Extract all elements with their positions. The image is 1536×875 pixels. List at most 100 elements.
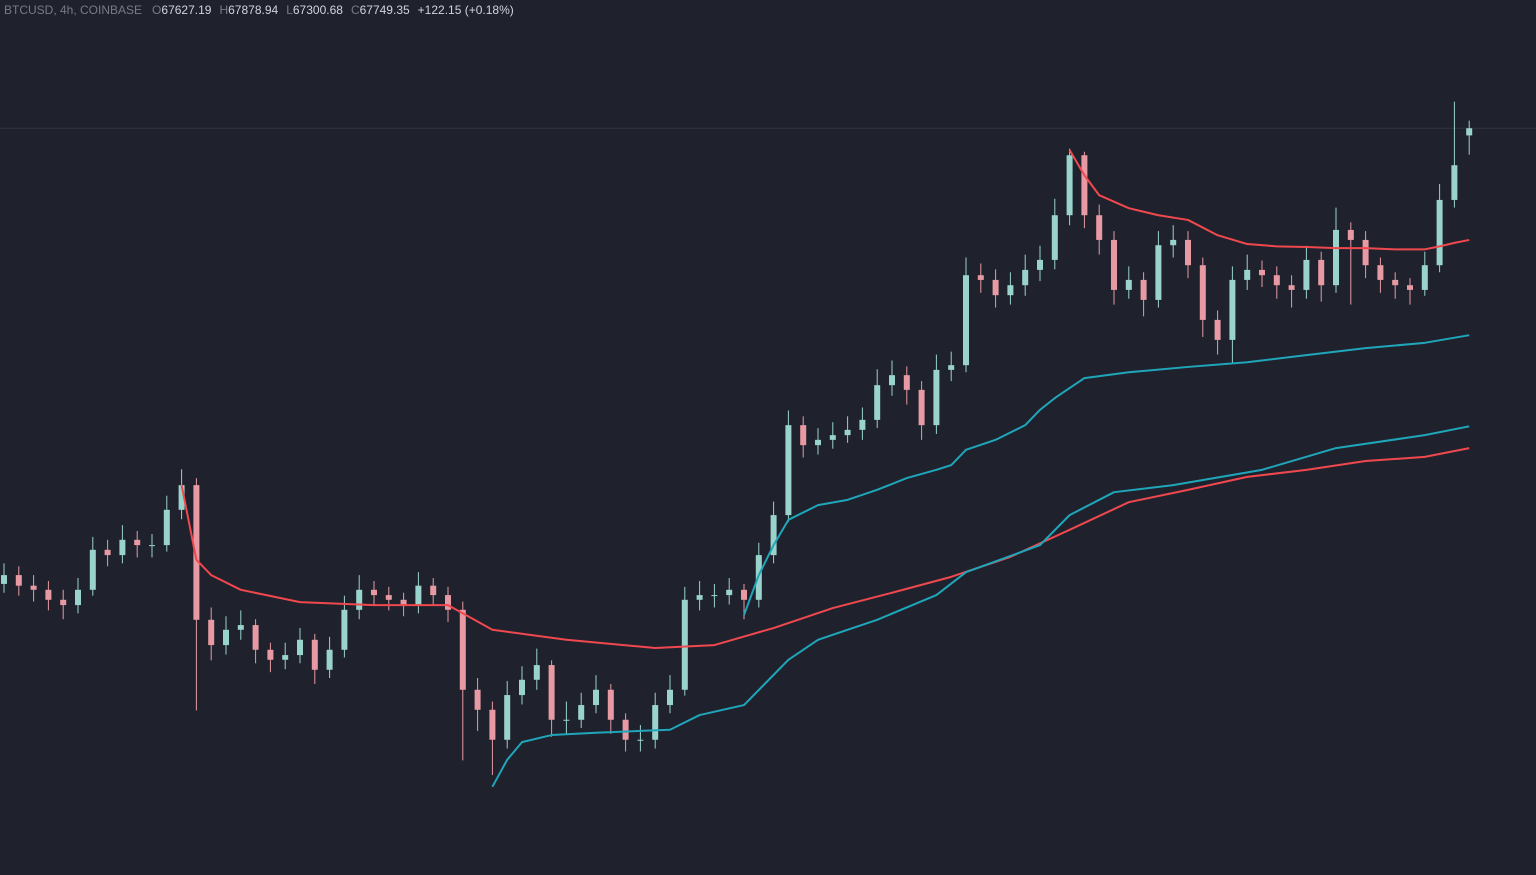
candle-body <box>1333 229 1339 286</box>
candle-body <box>459 609 466 690</box>
candle-body <box>1362 239 1369 266</box>
candle-body <box>489 709 496 740</box>
candle-body <box>193 485 200 620</box>
candle-body <box>297 639 303 656</box>
candle-body <box>326 649 333 670</box>
candle-body <box>1140 279 1147 300</box>
candle-body <box>903 375 910 390</box>
candle-body <box>889 375 895 386</box>
indicator-line <box>743 334 1470 616</box>
value-high: 67878.94 <box>228 3 279 17</box>
indicator-line <box>180 447 1470 650</box>
candle-body <box>948 365 955 370</box>
candle-body <box>60 599 67 606</box>
candle-body <box>667 689 673 706</box>
candle-body <box>1288 285 1295 290</box>
candle-body <box>1185 239 1191 266</box>
candle-body <box>15 575 22 586</box>
candle-body <box>311 639 318 670</box>
candle-body <box>223 629 229 646</box>
candle-body <box>1111 239 1117 290</box>
candle-body <box>1392 279 1399 286</box>
candle-body <box>1273 275 1280 286</box>
candle-body <box>149 545 155 547</box>
candle-body <box>1 575 7 584</box>
candle-body <box>1125 279 1132 290</box>
candle-body <box>504 695 511 740</box>
candle-body <box>548 665 555 720</box>
candle-body <box>800 425 807 446</box>
candle-body <box>681 599 688 690</box>
candle-body <box>282 655 289 660</box>
candle-body <box>874 385 881 420</box>
legend: BTCUSD, 4h, COINBASE O67627.19 H67878.94 L 6… <box>4 3 514 17</box>
candle-body <box>415 585 422 606</box>
candle-body <box>445 595 451 610</box>
candle-body <box>1037 259 1043 270</box>
candle-body <box>1259 269 1265 276</box>
candle-body <box>726 589 733 596</box>
candle-body <box>208 619 215 646</box>
candle-body <box>104 549 111 556</box>
candle-body <box>770 515 777 556</box>
candle-body <box>829 435 836 440</box>
candle-body <box>533 665 540 680</box>
candle-body <box>637 739 644 741</box>
candle-body <box>1066 155 1073 216</box>
label-open: O <box>152 3 162 17</box>
candle-body <box>1377 265 1384 280</box>
candle-body <box>859 419 866 430</box>
candle-body <box>356 589 363 610</box>
candle-body <box>1199 265 1206 320</box>
candle-body <box>341 609 348 650</box>
candle-body <box>400 599 407 606</box>
candle-body <box>474 689 481 710</box>
candle-body <box>1421 265 1428 290</box>
change: +122.15 (+0.18%) <box>417 3 514 17</box>
candle-body <box>1214 319 1221 340</box>
candle-body <box>963 275 969 366</box>
candle-body <box>1318 259 1325 286</box>
candle-body <box>371 589 377 596</box>
candle-body <box>696 595 703 600</box>
candle-body <box>1466 128 1473 136</box>
candle-body <box>119 539 126 556</box>
indicator-line <box>491 425 1470 788</box>
candle-body <box>652 705 659 740</box>
candle-body <box>607 689 614 720</box>
label-high: H <box>219 3 229 17</box>
symbol: BTCUSD, 4h, COINBASE <box>4 3 143 17</box>
candle-body <box>178 485 185 510</box>
candle-body <box>1022 269 1029 286</box>
candle-body <box>267 649 274 660</box>
candle-body <box>45 589 52 600</box>
candle-body <box>1096 215 1103 240</box>
label-low: L <box>286 3 293 17</box>
candle-body <box>844 429 851 436</box>
candle-body <box>134 539 141 546</box>
candle-body <box>741 589 747 600</box>
candle-body <box>578 705 585 720</box>
candle-body <box>1451 165 1458 200</box>
candle-body <box>992 279 999 296</box>
candle-body <box>1081 155 1088 216</box>
candle-body <box>1303 259 1310 290</box>
label-close: C <box>350 3 360 17</box>
candle-body <box>977 275 984 280</box>
candle-body <box>933 369 940 426</box>
value-open: 67627.19 <box>161 3 212 17</box>
candle-body <box>519 679 525 696</box>
candle-body <box>918 389 925 426</box>
candle-body <box>385 595 392 600</box>
candle-body <box>1347 229 1354 240</box>
candle-body <box>1170 239 1177 246</box>
candle-body <box>1244 269 1251 280</box>
candle-body <box>622 719 629 740</box>
candle-body <box>711 595 718 597</box>
value-close: 67749.35 <box>359 3 410 17</box>
candle-body <box>1436 199 1443 266</box>
candle-body <box>1407 285 1413 290</box>
candle-body <box>430 585 437 596</box>
